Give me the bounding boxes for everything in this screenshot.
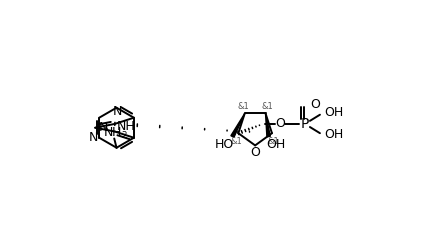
Polygon shape <box>265 113 270 137</box>
Polygon shape <box>231 113 245 137</box>
Text: O: O <box>275 117 285 130</box>
Text: P: P <box>300 117 309 131</box>
Text: NH$_2$: NH$_2$ <box>102 126 128 141</box>
Text: HO: HO <box>215 139 234 151</box>
Text: OH: OH <box>325 106 344 119</box>
Text: &1: &1 <box>261 102 273 111</box>
Text: &1: &1 <box>268 137 280 146</box>
Text: OH: OH <box>267 139 286 151</box>
Text: N: N <box>99 121 109 134</box>
Text: N: N <box>89 131 98 144</box>
Text: OH: OH <box>325 128 344 141</box>
Text: O: O <box>250 146 260 159</box>
Text: O: O <box>310 98 320 111</box>
Text: &1: &1 <box>237 102 249 111</box>
Text: &1: &1 <box>231 137 243 146</box>
Text: N: N <box>113 105 122 118</box>
Text: NH: NH <box>117 121 136 133</box>
